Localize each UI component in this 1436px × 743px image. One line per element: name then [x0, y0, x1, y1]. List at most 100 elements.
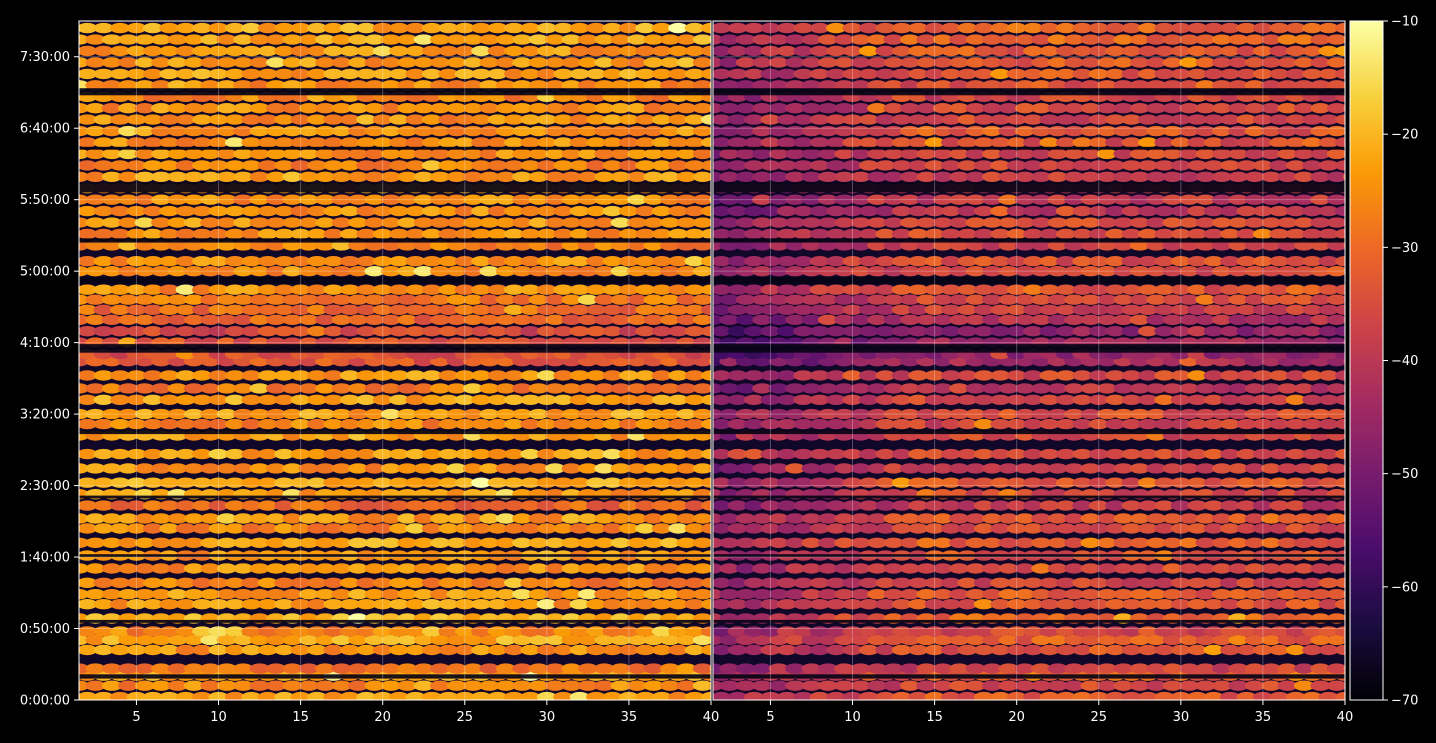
heatmap-cell: [257, 626, 278, 637]
heatmap-cell: [768, 463, 789, 474]
heatmap-cell: [85, 589, 106, 600]
heatmap-cell: [760, 448, 781, 460]
heatmap-cell: [627, 171, 648, 182]
heatmap-cell: [110, 448, 130, 460]
heatmap-cell: [1138, 644, 1158, 656]
heatmap-cell: [842, 691, 863, 700]
heatmap-cell: [101, 266, 122, 277]
heatmap-cell: [266, 34, 286, 45]
heatmap-cell: [1138, 205, 1158, 217]
heatmap-cell: [1121, 284, 1142, 295]
heatmap-cell: [142, 160, 163, 171]
heatmap-cell: [553, 644, 574, 656]
heatmap-cell: [982, 294, 1003, 305]
heatmap-cell: [569, 205, 590, 217]
heatmap-cell: [643, 103, 664, 114]
heatmap-cell: [668, 304, 689, 315]
heatmap-cell: [891, 370, 912, 381]
heatmap-cell: [93, 626, 114, 637]
heatmap-cell: [487, 326, 508, 337]
heatmap-cell: [1302, 256, 1323, 267]
heatmap-cell: [809, 45, 830, 57]
heatmap-cell: [274, 205, 295, 217]
heatmap-cell: [1285, 577, 1306, 588]
heatmap-cell: [413, 563, 434, 574]
heatmap-cell: [446, 103, 467, 114]
heatmap-cell: [744, 599, 764, 610]
heatmap-cell: [315, 57, 336, 68]
heatmap-cell: [208, 500, 229, 511]
heatmap-cell: [760, 137, 781, 148]
heatmap-cell: [618, 137, 639, 148]
heatmap-cell: [643, 266, 664, 277]
heatmap-cell: [413, 148, 434, 160]
heatmap-cell: [504, 500, 524, 511]
heatmap-cell: [826, 205, 847, 217]
heatmap-cell: [776, 691, 797, 700]
heatmap-cell: [110, 577, 130, 588]
heatmap-cell: [1318, 284, 1339, 295]
heatmap-cell: [949, 125, 970, 137]
heatmap-cell: [298, 103, 319, 114]
heatmap-cell: [1179, 80, 1200, 91]
heatmap-cell: [1006, 394, 1027, 405]
heatmap-cell: [785, 266, 806, 277]
heatmap-cell: [692, 217, 711, 228]
heatmap-cell: [495, 194, 516, 205]
heatmap-cell: [1203, 45, 1224, 57]
heatmap-cell: [421, 114, 442, 125]
heatmap-cell: [817, 537, 838, 548]
heatmap-cell: [602, 205, 623, 217]
heatmap-cell: [397, 408, 418, 420]
heatmap-cell: [1097, 125, 1117, 137]
heatmap-cell: [1154, 22, 1175, 34]
heatmap-cell: [142, 448, 163, 460]
heatmap-cell: [602, 599, 623, 610]
heatmap-cell: [1138, 160, 1158, 171]
heatmap-cell: [643, 148, 664, 160]
heatmap-cell: [79, 217, 89, 228]
heatmap-cell: [713, 22, 732, 34]
heatmap-cell: [192, 500, 213, 511]
heatmap-cell: [1146, 125, 1167, 137]
heatmap-cell: [676, 194, 697, 205]
heatmap-cell: [924, 418, 945, 430]
heatmap-cell: [1285, 256, 1306, 267]
heatmap-cell: [487, 523, 508, 534]
heatmap-cell: [397, 103, 418, 114]
heatmap-cell: [192, 599, 213, 610]
heatmap-cell: [618, 477, 639, 488]
heatmap-cell: [216, 103, 237, 114]
heatmap-cell: [752, 634, 773, 646]
heatmap-cell: [826, 523, 847, 534]
heatmap-cell: [883, 148, 904, 160]
heatmap-cell: [701, 160, 711, 171]
heatmap-cell: [1006, 477, 1027, 488]
heatmap-cell: [1179, 513, 1200, 524]
heatmap-cell: [233, 680, 254, 691]
heatmap-cell: [520, 304, 541, 315]
colorbar-tick-label: −60: [1391, 580, 1418, 595]
heatmap-cell: [471, 577, 492, 588]
heatmap-cell: [752, 408, 773, 420]
heatmap-cell: [1023, 304, 1044, 315]
heatmap-cell: [339, 304, 360, 315]
heatmap-cell: [134, 589, 155, 600]
heatmap-cell: [405, 284, 426, 295]
heatmap-cell: [744, 114, 764, 125]
heatmap-cell: [735, 217, 756, 228]
heatmap-cell: [339, 284, 360, 295]
heatmap-cell: [192, 326, 213, 337]
heatmap-cell: [1055, 691, 1076, 700]
heatmap-cell: [1055, 256, 1076, 267]
heatmap-cell: [1228, 680, 1249, 691]
heatmap-cell: [249, 240, 270, 251]
heatmap-cell: [380, 148, 401, 160]
heatmap-cell: [1187, 477, 1208, 488]
heatmap-cell: [175, 160, 196, 171]
heatmap-cell: [719, 680, 740, 691]
heatmap-cell: [479, 314, 500, 325]
heatmap-cell: [282, 680, 303, 691]
heatmap-cell: [1088, 304, 1109, 315]
heatmap-cell: [110, 114, 130, 125]
